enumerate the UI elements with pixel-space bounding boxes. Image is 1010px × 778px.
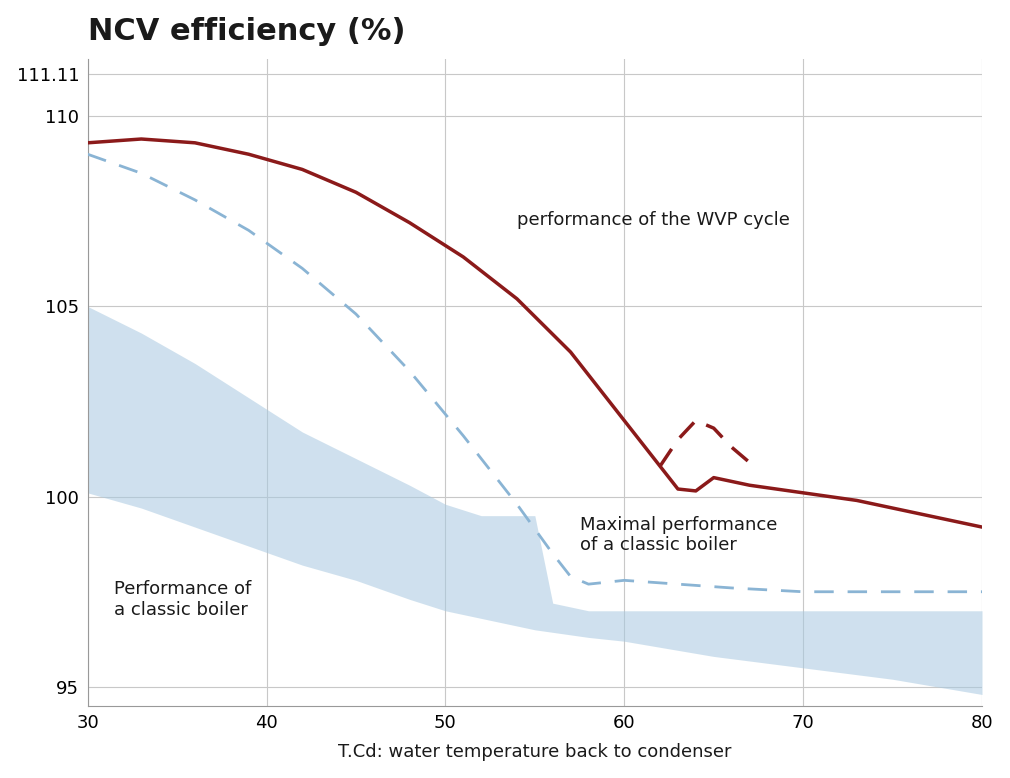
Text: Maximal performance
of a classic boiler: Maximal performance of a classic boiler <box>580 516 777 555</box>
Text: NCV efficiency (%): NCV efficiency (%) <box>88 16 405 46</box>
Text: Performance of
a classic boiler: Performance of a classic boiler <box>114 580 251 619</box>
Text: performance of the WVP cycle: performance of the WVP cycle <box>517 212 790 230</box>
X-axis label: T.Cd: water temperature back to condenser: T.Cd: water temperature back to condense… <box>338 743 731 762</box>
